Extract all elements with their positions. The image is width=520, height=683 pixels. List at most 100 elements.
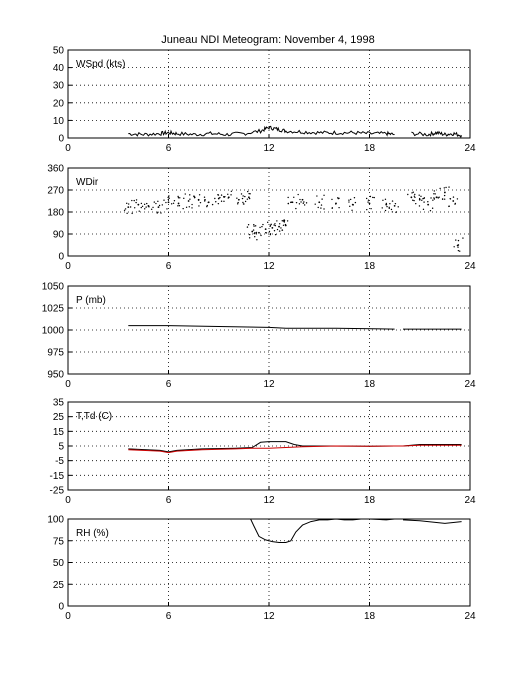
wdir-point-jitter bbox=[237, 201, 239, 204]
wdir-point-jitter bbox=[367, 199, 370, 201]
wdir-point-jitter bbox=[418, 197, 421, 200]
wdir-point-jitter bbox=[247, 190, 249, 193]
wdir-point-jitter bbox=[367, 201, 369, 203]
wdir-point-jitter bbox=[166, 208, 168, 210]
temp-ytick-label: -5 bbox=[55, 456, 64, 467]
wdir-point-jitter bbox=[283, 219, 285, 221]
temp-ytick-label: 25 bbox=[53, 412, 65, 423]
wdir-point-jitter bbox=[414, 196, 416, 199]
rh-xtick-label: 12 bbox=[263, 611, 275, 622]
wdir-point bbox=[237, 198, 240, 201]
wdir-point-jitter bbox=[452, 196, 455, 198]
wdir-point-jitter bbox=[191, 203, 193, 206]
wdir-point-jitter bbox=[247, 224, 250, 226]
wdir-point-jitter bbox=[287, 202, 289, 205]
wdir-point-jitter bbox=[236, 197, 238, 199]
wdir-point-jitter bbox=[320, 207, 322, 209]
wdir-point-jitter bbox=[391, 200, 394, 202]
wdir-point-jitter bbox=[157, 211, 159, 213]
wdir-point-jitter bbox=[348, 199, 350, 201]
wdir-ytick-label: 0 bbox=[58, 252, 64, 263]
wdir-point-jitter bbox=[337, 197, 340, 200]
wdir-point-jitter bbox=[230, 190, 233, 192]
wdir-point-jitter bbox=[278, 223, 281, 225]
wdir-point-jitter bbox=[146, 202, 148, 205]
wdir-point bbox=[443, 191, 446, 194]
wdir-point-jitter bbox=[273, 224, 275, 226]
wspd-ytick-label: 0 bbox=[58, 134, 64, 145]
wdir-point bbox=[137, 203, 140, 206]
temp-xtick-label: 24 bbox=[464, 495, 476, 506]
wdir-point-jitter bbox=[448, 186, 450, 188]
wdir-point bbox=[264, 228, 267, 231]
pressure-xtick-label: 6 bbox=[166, 379, 172, 390]
wdir-point-jitter bbox=[433, 198, 436, 200]
wdir-point bbox=[393, 204, 396, 207]
wdir-point-jitter bbox=[265, 232, 268, 234]
wdir-point bbox=[418, 198, 421, 201]
wdir-point-jitter bbox=[384, 198, 387, 200]
wdir-point-jitter bbox=[323, 194, 325, 196]
wdir-point-jitter bbox=[260, 234, 262, 237]
wdir-point-jitter bbox=[244, 195, 246, 198]
wdir-point-jitter bbox=[323, 208, 325, 210]
wdir-point-jitter bbox=[143, 203, 146, 206]
wspd-panel-label: WSpd (kts) bbox=[76, 59, 125, 70]
rh-series-line-1 bbox=[402, 519, 462, 524]
wdir-point-jitter bbox=[254, 236, 256, 238]
wdir-point-jitter bbox=[131, 199, 133, 202]
wspd-ytick-label: 50 bbox=[53, 46, 65, 57]
wdir-point-jitter bbox=[299, 198, 301, 201]
wdir-point-jitter bbox=[206, 205, 208, 208]
panel-temp: 0 6 12 18 24 -25 -15 -5 5 15 25 35 T,Td (C) bbox=[50, 398, 476, 507]
wdir-point-jitter bbox=[381, 207, 383, 209]
wdir-point-jitter bbox=[434, 193, 436, 195]
temp-xtick-label: 12 bbox=[263, 495, 275, 506]
wdir-point-jitter bbox=[321, 198, 323, 200]
wdir-point-jitter bbox=[256, 239, 258, 241]
wdir-point-jitter bbox=[217, 202, 220, 205]
wdir-point-jitter bbox=[160, 212, 162, 214]
wdir-point-jitter bbox=[320, 204, 323, 206]
wdir-point-jitter bbox=[353, 197, 356, 199]
wdir-point-jitter bbox=[429, 210, 432, 212]
wspd-xtick-label: 0 bbox=[65, 143, 71, 154]
wdir-point-jitter bbox=[193, 197, 196, 199]
wdir-point-jitter bbox=[422, 197, 424, 200]
wdir-point-jitter bbox=[449, 197, 451, 200]
wdir-point bbox=[258, 231, 260, 234]
wdir-point-jitter bbox=[240, 193, 243, 195]
wdir-point-jitter bbox=[427, 201, 429, 203]
wdir-point-jitter bbox=[331, 207, 334, 209]
wdir-point bbox=[271, 226, 274, 229]
wdir-point-jitter bbox=[317, 206, 319, 209]
wdir-point-jitter bbox=[282, 224, 285, 226]
temp-ytick-label: -25 bbox=[50, 486, 65, 497]
wdir-point-jitter bbox=[198, 194, 201, 196]
wdir-point-jitter bbox=[197, 199, 200, 201]
wdir-point-jitter bbox=[135, 199, 138, 201]
wdir-point-jitter bbox=[395, 211, 398, 213]
wdir-point-jitter bbox=[268, 230, 271, 233]
wdir-point-jitter bbox=[254, 225, 257, 227]
wdir-point-jitter bbox=[459, 250, 461, 252]
wdir-point-jitter bbox=[227, 197, 229, 199]
wdir-point-jitter bbox=[295, 201, 298, 204]
wdir-point bbox=[278, 225, 280, 228]
wdir-point-jitter bbox=[420, 195, 422, 198]
wdir-point-jitter bbox=[455, 239, 457, 241]
wdir-point-jitter bbox=[415, 202, 417, 205]
wdir-point-jitter bbox=[214, 197, 216, 200]
wdir-point-jitter bbox=[274, 223, 276, 225]
panel-wdir: 0 6 12 18 24 0 90 180 270 360 WDir bbox=[47, 164, 476, 273]
wdir-point-jitter bbox=[184, 193, 186, 195]
wdir-point-jitter bbox=[217, 194, 219, 196]
wdir-point-jitter bbox=[431, 207, 434, 209]
wdir-point-jitter bbox=[290, 201, 293, 203]
wdir-point-jitter bbox=[412, 191, 414, 193]
figure-title: Juneau NDI Meteogram: November 4, 1998 bbox=[161, 34, 374, 46]
rh-xtick-label: 18 bbox=[364, 611, 376, 622]
wdir-point-jitter bbox=[462, 237, 464, 239]
rh-xtick-label: 0 bbox=[65, 611, 71, 622]
wspd-xtick-label: 18 bbox=[364, 143, 376, 154]
